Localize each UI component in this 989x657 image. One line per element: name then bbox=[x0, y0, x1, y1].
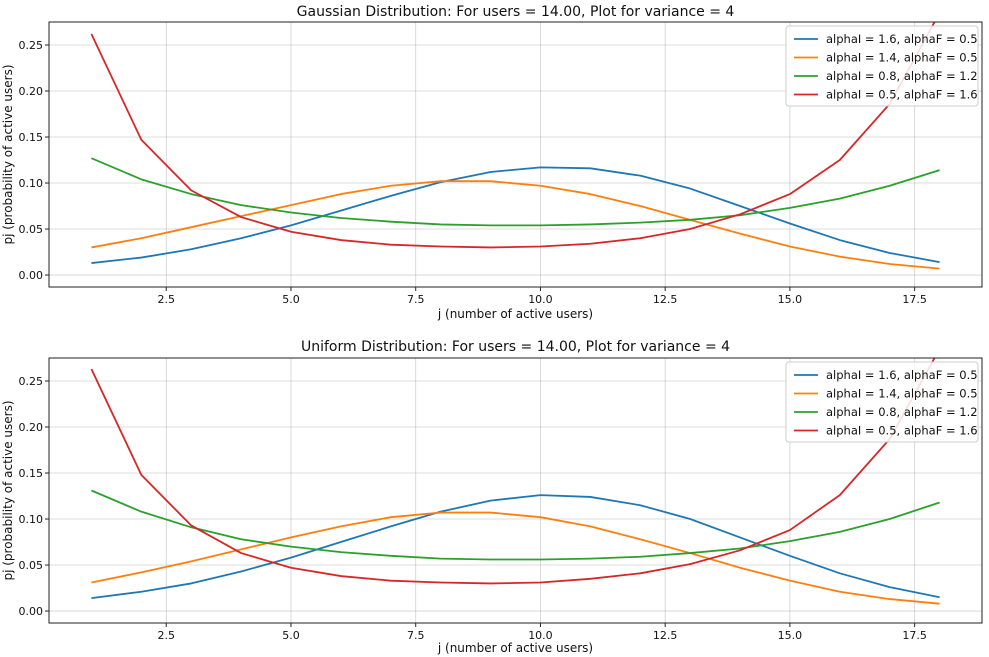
x-tick-label: 15.0 bbox=[778, 629, 803, 642]
y-tick-label: 0.10 bbox=[19, 177, 44, 190]
grid bbox=[49, 358, 982, 623]
x-tick-label: 10.0 bbox=[528, 629, 553, 642]
legend-entry: alphaI = 0.8, alphaF = 1.2 bbox=[826, 405, 978, 419]
chart-title: Gaussian Distribution: For users = 14.00… bbox=[297, 4, 735, 20]
legend-entry: alphaI = 0.5, alphaF = 1.6 bbox=[826, 424, 978, 438]
x-axis-label: j (number of active users) bbox=[437, 307, 593, 321]
x-axis-label: j (number of active users) bbox=[437, 641, 593, 655]
legend-entry: alphaI = 1.6, alphaF = 0.5 bbox=[826, 32, 978, 46]
y-tick-label: 0.00 bbox=[19, 269, 44, 282]
y-tick-label: 0.20 bbox=[19, 421, 44, 434]
y-tick-label: 0.05 bbox=[19, 223, 44, 236]
x-tick-label: 17.5 bbox=[902, 293, 927, 306]
y-tick-label: 0.20 bbox=[19, 85, 44, 98]
x-tick-label: 7.5 bbox=[407, 293, 425, 306]
x-tick-label: 2.5 bbox=[157, 293, 175, 306]
x-tick-label: 12.5 bbox=[653, 293, 678, 306]
y-axis-label: pj (probability of active users) bbox=[1, 400, 15, 580]
legend-entry: alphaI = 1.4, alphaF = 0.5 bbox=[826, 51, 978, 65]
x-tick-label: 10.0 bbox=[528, 293, 553, 306]
chart-2: 2.5 5.0 7.5 10.0 12.5 15.0 17.5 0.00 0.05 0.10 0.1… bbox=[1, 339, 983, 655]
series-line-1 bbox=[91, 494, 940, 600]
y-axis-label: pj (probability of active users) bbox=[1, 64, 15, 244]
series-line-4 bbox=[90, 358, 936, 585]
legend-entry: alphaI = 0.8, alphaF = 1.2 bbox=[826, 69, 978, 83]
x-tick-label: 12.5 bbox=[653, 629, 678, 642]
plot-frame bbox=[48, 357, 983, 624]
y-tick-label: 0.10 bbox=[19, 513, 44, 526]
legend: alphaI = 1.6, alphaF = 0.5 alphaI = 1.4, … bbox=[785, 361, 979, 443]
series-line-2 bbox=[91, 511, 940, 605]
x-tick-label: 2.5 bbox=[157, 629, 175, 642]
series-line-2 bbox=[91, 180, 940, 270]
y-tick-label: 0.15 bbox=[19, 131, 44, 144]
series-line-3 bbox=[91, 157, 940, 227]
series-group bbox=[90, 22, 940, 270]
y-tick-label: 0.05 bbox=[19, 559, 44, 572]
y-tick-label: 0.00 bbox=[19, 605, 44, 618]
plot-frame bbox=[48, 21, 983, 288]
legend-entry: alphaI = 0.5, alphaF = 1.6 bbox=[826, 88, 978, 102]
legend-entry: alphaI = 1.6, alphaF = 0.5 bbox=[826, 368, 978, 382]
y-tick-label: 0.15 bbox=[19, 467, 44, 480]
series-line-3 bbox=[91, 489, 940, 561]
chart-title: Uniform Distribution: For users = 14.00,… bbox=[301, 339, 730, 355]
legend-box bbox=[785, 361, 979, 443]
series-line-1 bbox=[91, 166, 940, 264]
legend-entry: alphaI = 1.4, alphaF = 0.5 bbox=[826, 387, 978, 401]
y-tick-label: 0.25 bbox=[19, 39, 44, 52]
series-group bbox=[90, 358, 940, 605]
legend: alphaI = 1.6, alphaF = 0.5 alphaI = 1.4, … bbox=[785, 25, 979, 107]
legend-box bbox=[785, 25, 979, 107]
x-tick-label: 7.5 bbox=[407, 629, 425, 642]
x-tick-label: 17.5 bbox=[902, 629, 927, 642]
x-tick-label: 5.0 bbox=[282, 293, 300, 306]
x-tick-label: 15.0 bbox=[778, 293, 803, 306]
y-tick-label: 0.25 bbox=[19, 375, 44, 388]
x-tick-label: 5.0 bbox=[282, 629, 300, 642]
chart-1: 2.5 5.0 7.5 10.0 12.5 15.0 17.5 0.00 0.05 0.10 0.1… bbox=[1, 4, 983, 321]
series-line-4 bbox=[90, 22, 936, 249]
